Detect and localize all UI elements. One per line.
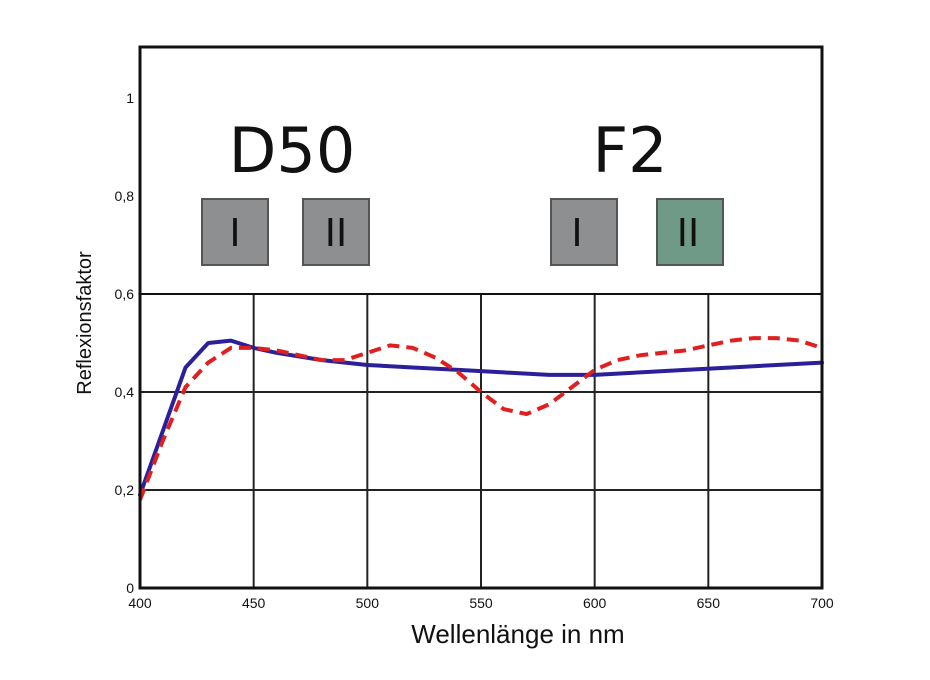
plot-frame — [138, 45, 824, 590]
x-tick-label: 550 — [469, 595, 493, 611]
annotation-d50: D50 I II — [201, 114, 370, 266]
x-tick-label: 650 — [697, 595, 721, 611]
swatch-label-f2-i: I — [571, 211, 582, 255]
y-tick-label: 0,8 — [115, 188, 135, 204]
swatch-f2-ii — [656, 198, 724, 266]
swatch-label-f2-ii: II — [677, 211, 699, 255]
x-tick-label: 450 — [242, 595, 266, 611]
series-line-solid — [138, 338, 824, 497]
y-tick-label: 0 — [126, 580, 134, 596]
y-tick-label: 1 — [126, 90, 134, 106]
grid-lines — [140, 294, 822, 588]
x-axis-label: Wellenlänge in nm — [411, 619, 624, 649]
swatch-d50-ii — [302, 198, 370, 266]
y-tick-label: 0,2 — [115, 482, 135, 498]
y-tick-label: 0,4 — [115, 384, 135, 400]
x-tick-label: 600 — [583, 595, 607, 611]
swatch-label-d50-i: I — [229, 211, 240, 255]
y-axis-ticks: 0 0,2 0,4 0,6 0,8 1 — [115, 90, 135, 596]
swatch-d50-i — [201, 198, 269, 266]
y-tick-label: 0,6 — [115, 286, 135, 302]
swatch-label-d50-ii: II — [325, 211, 347, 255]
y-axis-label: Reflexionsfaktor — [74, 251, 96, 395]
data-series — [138, 336, 824, 501]
illuminant-label-f2: F2 — [592, 114, 667, 187]
swatch-f2-i — [550, 198, 618, 266]
illuminant-label-d50: D50 — [229, 114, 356, 187]
x-tick-label: 700 — [810, 595, 834, 611]
x-axis-ticks: 400 450 500 550 600 650 700 — [128, 595, 834, 611]
x-tick-label: 500 — [356, 595, 380, 611]
x-tick-label: 400 — [128, 595, 152, 611]
annotation-f2: F2 I II — [550, 114, 724, 266]
